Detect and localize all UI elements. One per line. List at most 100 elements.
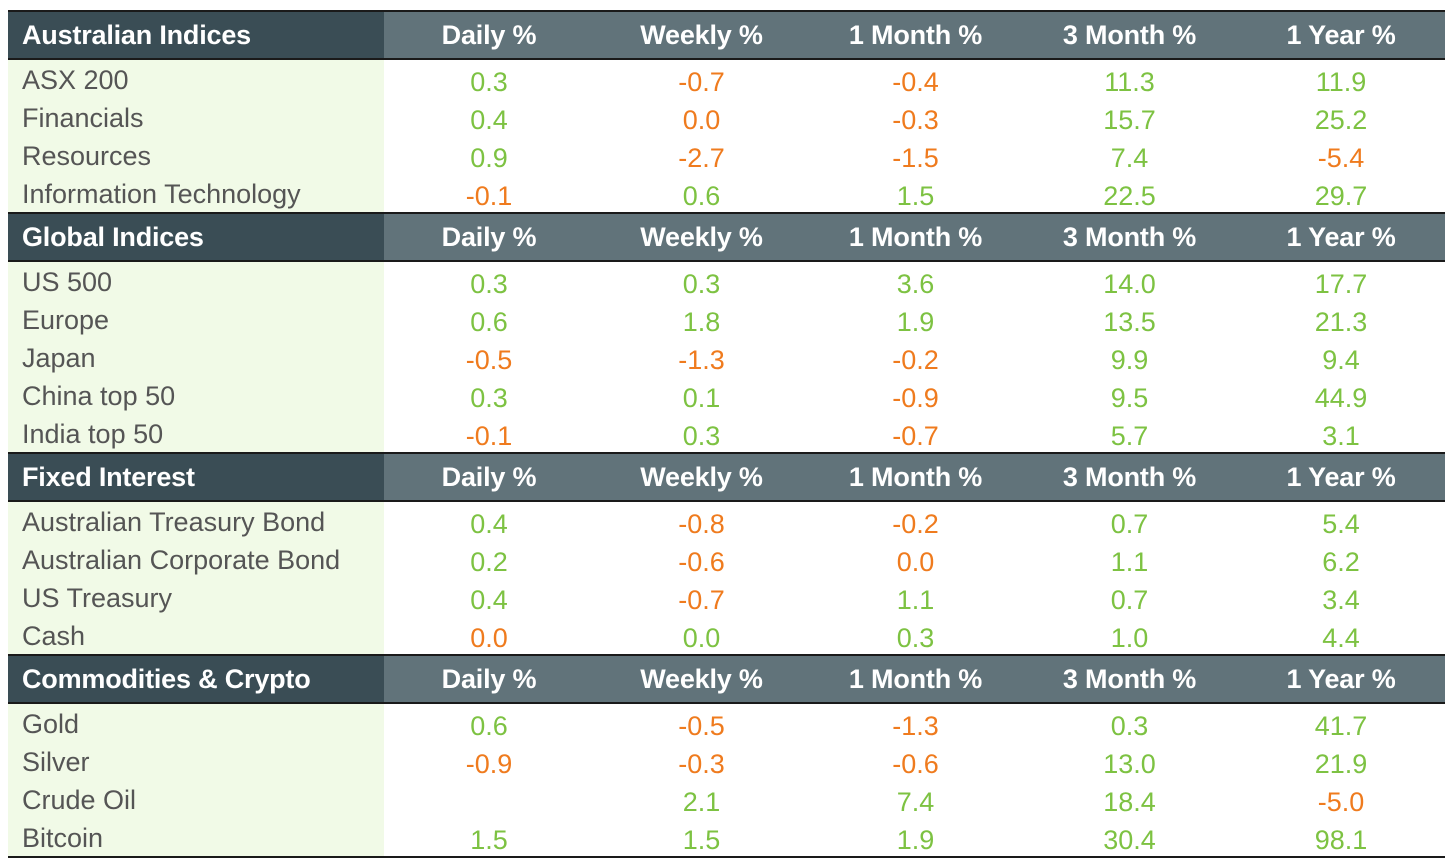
column-header-1-year: 1 Year % [1286,461,1396,492]
value-cell: 0.2 [470,547,508,577]
column-header-daily: Daily % [441,221,537,252]
value-cell: -0.6 [892,749,939,779]
section-header: Commodities & Crypto Daily % Weekly % 1 … [8,654,1445,704]
value-cell: 14.0 [1103,269,1156,299]
table-row: US 500 0.3 0.3 3.6 14.0 17.7 [8,262,1445,300]
value-cell: -0.1 [465,421,513,451]
table-row: US Treasury 0.4 -0.7 1.1 0.7 3.4 [8,578,1445,616]
table-row: Gold 0.6 -0.5 -1.3 0.3 41.7 [8,704,1445,742]
value-cell: -0.5 [678,711,725,741]
value-cell: -1.3 [892,711,939,741]
table-row: Crude Oil 2.1 7.4 18.4 -5.0 [8,780,1445,818]
value-cell: 4.4 [1322,623,1360,653]
value-cell: 7.4 [896,787,935,817]
column-header-daily: Daily % [441,461,537,492]
value-cell: -0.8 [678,509,725,539]
value-cell: 3.6 [896,269,935,299]
value-cell: 13.5 [1103,307,1156,337]
column-header-weekly: Weekly % [640,19,763,50]
value-cell: 1.9 [896,825,935,855]
row-label: Crude Oil [8,780,384,818]
column-header-1-month: 1 Month % [848,19,983,50]
row-label: Gold [8,704,384,742]
row-label: Silver [8,742,384,780]
table-row: Resources 0.9 -2.7 -1.5 7.4 -5.4 [8,136,1445,174]
row-label: US 500 [8,262,384,300]
value-cell: 1.8 [682,307,721,337]
value-cell: 0.3 [682,421,721,451]
value-cell: -0.7 [892,421,939,451]
section-australian-indices: Australian Indices Daily % Weekly % 1 Mo… [8,12,1445,212]
value-cell: 0.3 [896,623,935,653]
value-cell: 1.1 [896,585,935,615]
value-cell: 0.0 [896,547,935,577]
value-cell: 1.0 [1110,623,1149,653]
row-label: Europe [8,300,384,338]
value-cell: 9.4 [1322,345,1360,375]
value-cell: 0.7 [1110,585,1149,615]
value-cell: 0.7 [1110,509,1149,539]
table-row: Bitcoin 1.5 1.5 1.9 30.4 98.1 [8,818,1445,856]
table-row: Australian Treasury Bond 0.4 -0.8 -0.2 0… [8,502,1445,540]
value-cell: 5.7 [1110,421,1149,451]
value-cell [384,780,594,818]
value-cell: 41.7 [1314,711,1368,741]
value-cell: 0.0 [682,105,721,135]
value-cell: 7.4 [1110,143,1149,173]
row-label: Japan [8,338,384,376]
section-fixed-interest: Fixed Interest Daily % Weekly % 1 Month … [8,452,1445,654]
value-cell: -0.3 [892,105,939,135]
table-row: Financials 0.4 0.0 -0.3 15.7 25.2 [8,98,1445,136]
value-cell: 0.3 [470,383,508,413]
value-cell: -0.7 [678,585,725,615]
table-row: Europe 0.6 1.8 1.9 13.5 21.3 [8,300,1445,338]
value-cell: -5.4 [1317,143,1365,173]
table-row: Silver -0.9 -0.3 -0.6 13.0 21.9 [8,742,1445,780]
row-label: China top 50 [8,376,384,414]
row-label: Resources [8,136,384,174]
value-cell: -1.3 [678,345,725,375]
column-header-3-month: 3 Month % [1062,19,1197,50]
column-header-1-month: 1 Month % [848,663,983,694]
row-label: India top 50 [8,414,384,452]
value-cell: -2.7 [678,143,725,173]
value-cell: 2.1 [682,787,721,817]
column-header-3-month: 3 Month % [1062,221,1197,252]
row-label: Financials [8,98,384,136]
value-cell: -0.3 [678,749,725,779]
value-cell: -0.9 [892,383,939,413]
value-cell: 0.1 [682,383,721,413]
table-row: Information Technology -0.1 0.6 1.5 22.5… [8,174,1445,212]
value-cell: 0.4 [470,105,508,135]
column-header-3-month: 3 Month % [1062,663,1197,694]
value-cell: 1.5 [896,181,935,211]
value-cell: 0.6 [682,181,721,211]
table-row: India top 50 -0.1 0.3 -0.7 5.7 3.1 [8,414,1445,452]
section-header: Global Indices Daily % Weekly % 1 Month … [8,212,1445,262]
section-title: Fixed Interest [8,454,384,500]
value-cell: 1.1 [1110,547,1149,577]
row-label: Information Technology [8,174,384,212]
section-title: Global Indices [8,214,384,260]
section-global-indices: Global Indices Daily % Weekly % 1 Month … [8,212,1445,452]
column-header-daily: Daily % [441,663,537,694]
value-cell: 3.1 [1322,421,1360,451]
value-cell: 13.0 [1103,749,1156,779]
row-label: Bitcoin [8,818,384,856]
section-header: Australian Indices Daily % Weekly % 1 Mo… [8,12,1445,60]
table-row: ASX 200 0.3 -0.7 -0.4 11.3 11.9 [8,60,1445,98]
row-label: US Treasury [8,578,384,616]
value-cell: 0.3 [470,269,508,299]
value-cell: 25.2 [1314,105,1368,135]
section-title: Australian Indices [8,12,384,58]
value-cell: 17.7 [1314,269,1368,299]
value-cell: 44.9 [1314,383,1368,413]
column-header-1-year: 1 Year % [1286,663,1396,694]
column-header-1-year: 1 Year % [1286,19,1396,50]
value-cell: -0.9 [465,749,513,779]
value-cell: 29.7 [1314,181,1368,211]
column-header-1-month: 1 Month % [848,461,983,492]
table-row: Cash 0.0 0.0 0.3 1.0 4.4 [8,616,1445,654]
row-label: Australian Treasury Bond [8,502,384,540]
value-cell: 0.6 [470,711,508,741]
